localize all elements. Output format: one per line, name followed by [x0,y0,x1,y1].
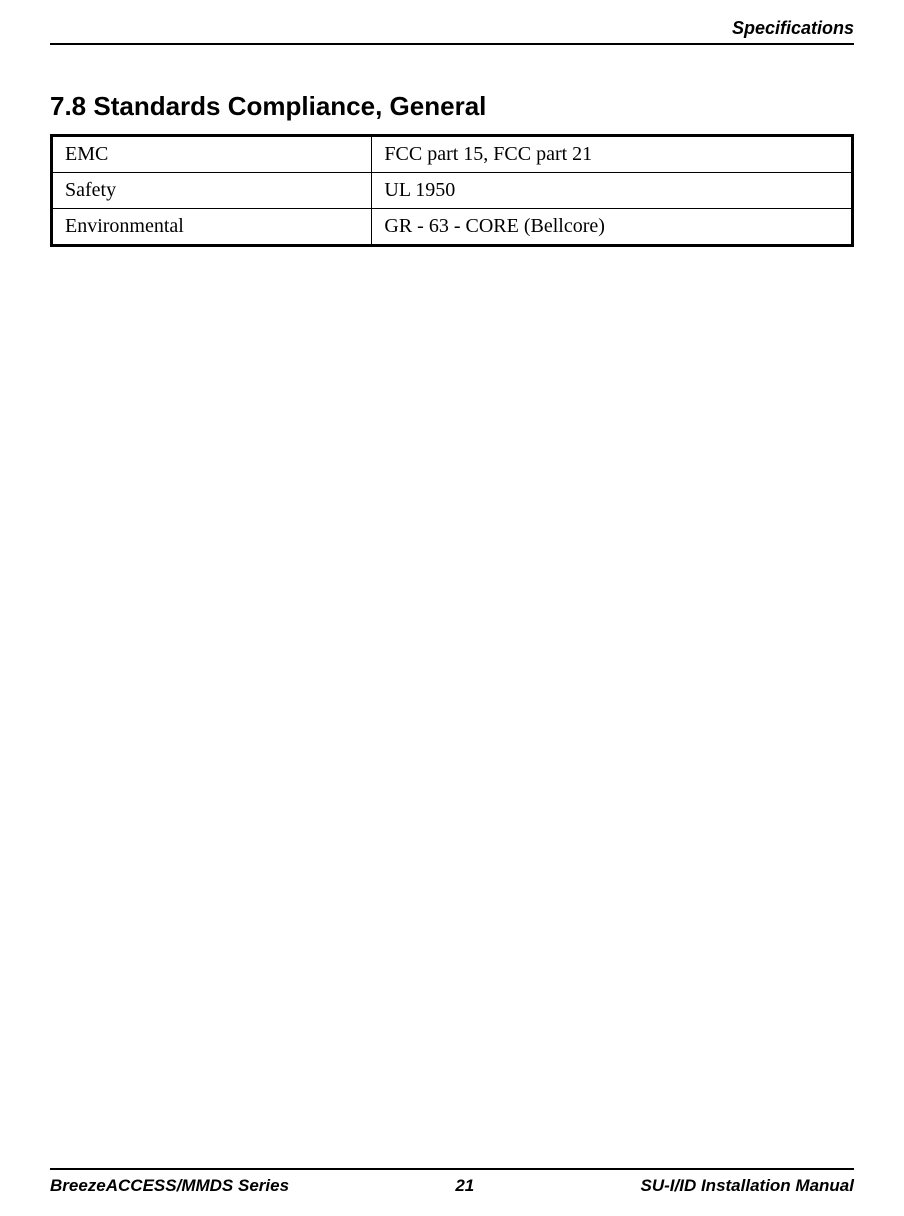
page-footer: BreezeACCESS/MMDS Series 21 SU-I/ID Inst… [50,1168,854,1196]
page-header: Specifications [50,0,854,45]
standards-compliance-table: EMC FCC part 15, FCC part 21 Safety UL 1… [50,134,854,247]
footer-row: BreezeACCESS/MMDS Series 21 SU-I/ID Inst… [50,1176,854,1196]
table-cell-label: EMC [52,136,372,173]
table-cell-value: GR - 63 - CORE (Bellcore) [372,209,853,246]
table-row: Safety UL 1950 [52,173,853,209]
table-cell-label: Environmental [52,209,372,246]
footer-rule [50,1168,854,1170]
footer-page-number: 21 [455,1176,474,1196]
header-rule [50,43,854,45]
header-title: Specifications [50,18,854,43]
table-cell-value: FCC part 15, FCC part 21 [372,136,853,173]
footer-left: BreezeACCESS/MMDS Series [50,1176,289,1196]
footer-right: SU-I/ID Installation Manual [641,1176,854,1196]
table-cell-value: UL 1950 [372,173,853,209]
table-cell-label: Safety [52,173,372,209]
table-row: Environmental GR - 63 - CORE (Bellcore) [52,209,853,246]
table-row: EMC FCC part 15, FCC part 21 [52,136,853,173]
section-heading: 7.8 Standards Compliance, General [50,91,854,122]
